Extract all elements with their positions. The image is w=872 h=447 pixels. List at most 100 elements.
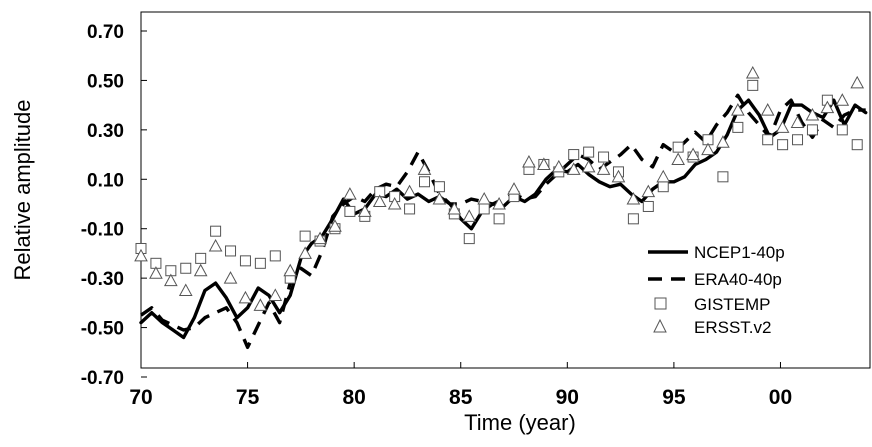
y-tick-label: -0.10: [81, 220, 124, 241]
data-point: [686, 147, 700, 161]
data-point: [851, 139, 863, 151]
data-point: [283, 263, 298, 277]
data-point: [747, 79, 759, 91]
data-point: [387, 196, 402, 210]
data-point: [432, 192, 447, 205]
y-tick-label: -0.50: [81, 319, 124, 340]
data-point: [598, 151, 610, 163]
data-point: [447, 201, 462, 215]
data-point: [433, 181, 445, 193]
data-point: [268, 288, 283, 301]
data-point: [225, 245, 237, 257]
y-tick-label: 0.70: [87, 22, 124, 43]
series-ersst-v2: [134, 65, 865, 311]
y-tick-label: 0.10: [87, 170, 124, 191]
legend-swatch: [653, 318, 667, 333]
x-tick-label: 85: [449, 386, 473, 409]
legend-item-era40-40p: ERA40-40p: [648, 270, 782, 289]
data-point: [269, 250, 281, 262]
data-point: [581, 159, 596, 173]
data-point: [656, 169, 671, 183]
data-point: [239, 255, 251, 267]
data-point: [149, 266, 163, 279]
legend-label: GISTEMP: [694, 295, 771, 314]
legend-item-gistemp: GISTEMP: [654, 295, 771, 314]
legend-item-ersst-v2: ERSST.v2: [653, 318, 771, 337]
data-point: [551, 159, 566, 173]
data-point: [357, 204, 372, 217]
data-point: [195, 252, 207, 264]
data-point: [716, 135, 730, 148]
data-point: [732, 121, 744, 133]
data-point: [775, 120, 790, 133]
data-point: [657, 181, 669, 193]
data-point: [193, 263, 208, 277]
data-point: [701, 142, 715, 156]
data-point: [790, 115, 805, 128]
legend-label: NCEP1-40p: [694, 243, 785, 262]
y-tick-label: -0.30: [81, 269, 124, 290]
data-point: [806, 124, 818, 136]
y-tick-label: 0.50: [87, 71, 124, 92]
data-point: [777, 139, 789, 151]
data-point: [627, 213, 639, 225]
x-tick-label: 80: [342, 386, 365, 409]
data-point: [850, 75, 865, 89]
legend-item-ncep1-40p: NCEP1-40p: [648, 243, 785, 262]
data-point: [163, 273, 178, 287]
data-point: [762, 134, 774, 146]
plot-frame: [140, 11, 871, 369]
data-point: [254, 257, 266, 269]
data-point: [402, 184, 417, 198]
data-point: [134, 248, 148, 262]
data-point: [760, 103, 775, 116]
data-point: [478, 203, 490, 215]
data-point: [372, 194, 387, 208]
data-point: [178, 283, 193, 296]
x-tick-label: 75: [236, 386, 260, 409]
data-point: [522, 154, 536, 168]
data-point: [298, 246, 312, 259]
data-point: [180, 262, 192, 274]
data-point: [419, 176, 430, 188]
data-point: [404, 203, 416, 215]
data-point: [223, 271, 238, 284]
y-axis-label: Relative amplitude: [10, 100, 35, 281]
legend: NCEP1-40p ERA40-40p GISTEMP ERSST.v2: [648, 243, 785, 337]
data-point: [477, 192, 492, 205]
data-point: [492, 196, 506, 210]
x-tick-label: 70: [129, 386, 152, 409]
data-point: [642, 200, 654, 212]
data-point: [299, 230, 311, 242]
y-axis: -0.70 -0.50 -0.30 -0.10 0.10 0.30 0.50 0.70: [81, 22, 147, 389]
y-tick-label: 0.30: [87, 121, 124, 142]
data-point: [507, 182, 521, 195]
data-point: [745, 65, 760, 79]
x-tick-label: 00: [769, 386, 792, 409]
x-axis: 70 75 80 85 90 95 00: [129, 362, 792, 409]
data-point: [343, 187, 357, 200]
data-point: [583, 146, 595, 158]
data-point: [672, 141, 684, 153]
data-point: [792, 134, 804, 146]
legend-label: ERSST.v2: [694, 318, 771, 337]
data-point: [568, 149, 580, 161]
data-point: [641, 184, 656, 198]
data-point: [537, 157, 551, 170]
data-point: [208, 238, 223, 252]
data-point: [596, 162, 611, 175]
data-point: [611, 169, 626, 183]
data-point: [717, 171, 729, 183]
data-point: [328, 219, 342, 232]
x-axis-label: Time (year): [464, 410, 576, 435]
data-point: [820, 100, 835, 114]
data-point: [730, 103, 745, 116]
data-point: [210, 225, 222, 237]
data-point: [671, 152, 686, 166]
data-point: [566, 162, 581, 175]
data-point: [344, 205, 356, 217]
y-tick-label: -0.70: [81, 368, 124, 389]
data-point: [493, 213, 505, 225]
x-tick-label: 95: [662, 386, 686, 409]
